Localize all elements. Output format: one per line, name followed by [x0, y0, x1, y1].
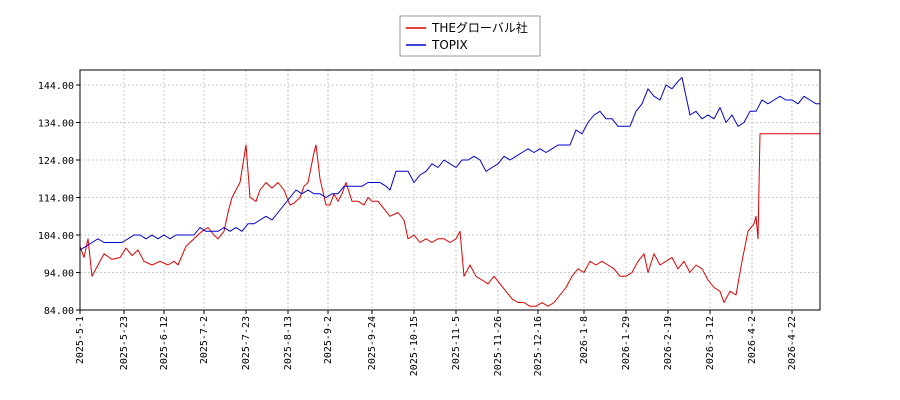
y-axis-ticks: 84.00 94.00 104.00 114.00 124.00 134.00 144.00 [38, 81, 80, 317]
x-tick-label: 2025-6-12 [159, 316, 170, 370]
x-tick-label: 2026-3-12 [705, 316, 716, 370]
series-lines [79, 77, 820, 307]
y-tick-label: 84.00 [44, 306, 74, 317]
legend-label-the-global: THEグローバル社 [431, 20, 528, 35]
y-tick-label: 114.00 [38, 194, 74, 205]
x-tick-label: 2026-4-22 [787, 316, 798, 370]
x-tick-label: 2025-9-24 [367, 316, 378, 370]
y-tick-label: 144.00 [38, 81, 74, 92]
y-tick-label: 104.00 [38, 231, 74, 242]
grid-lines [79, 70, 820, 311]
legend: THEグローバル社 TOPIX [399, 15, 541, 57]
legend-box [399, 15, 541, 57]
x-tick-label: 2025-8-13 [283, 316, 294, 370]
x-tick-label: 2026-2-19 [663, 316, 674, 370]
x-tick-label: 2025-11-5 [451, 316, 462, 370]
x-tick-label: 2025-5-23 [119, 316, 130, 370]
x-tick-label: 2025-5-1 [75, 316, 86, 364]
x-tick-label: 2026-1-29 [621, 316, 632, 370]
y-tick-label: 94.00 [44, 269, 74, 280]
x-tick-label: 2025-9-2 [323, 316, 334, 364]
x-tick-label: 2025-10-15 [409, 316, 420, 376]
x-tick-label: 2026-4-2 [747, 316, 758, 364]
y-tick-label: 124.00 [38, 156, 74, 167]
series-line-topix [79, 77, 820, 251]
x-tick-label: 2026-1-8 [579, 316, 590, 364]
x-tick-label: 2025-7-2 [199, 316, 210, 364]
x-tick-label: 2025-7-23 [241, 316, 252, 370]
y-tick-label: 134.00 [38, 119, 74, 130]
x-tick-label: 2025-11-26 [493, 316, 504, 376]
x-tick-label: 2025-12-16 [533, 316, 544, 376]
legend-label-topix: TOPIX [431, 38, 468, 52]
x-axis-ticks: 2025-5-1 2025-5-23 2025-6-12 2025-7-2 2025-7… [75, 310, 798, 376]
plot-area-frame [79, 69, 821, 311]
